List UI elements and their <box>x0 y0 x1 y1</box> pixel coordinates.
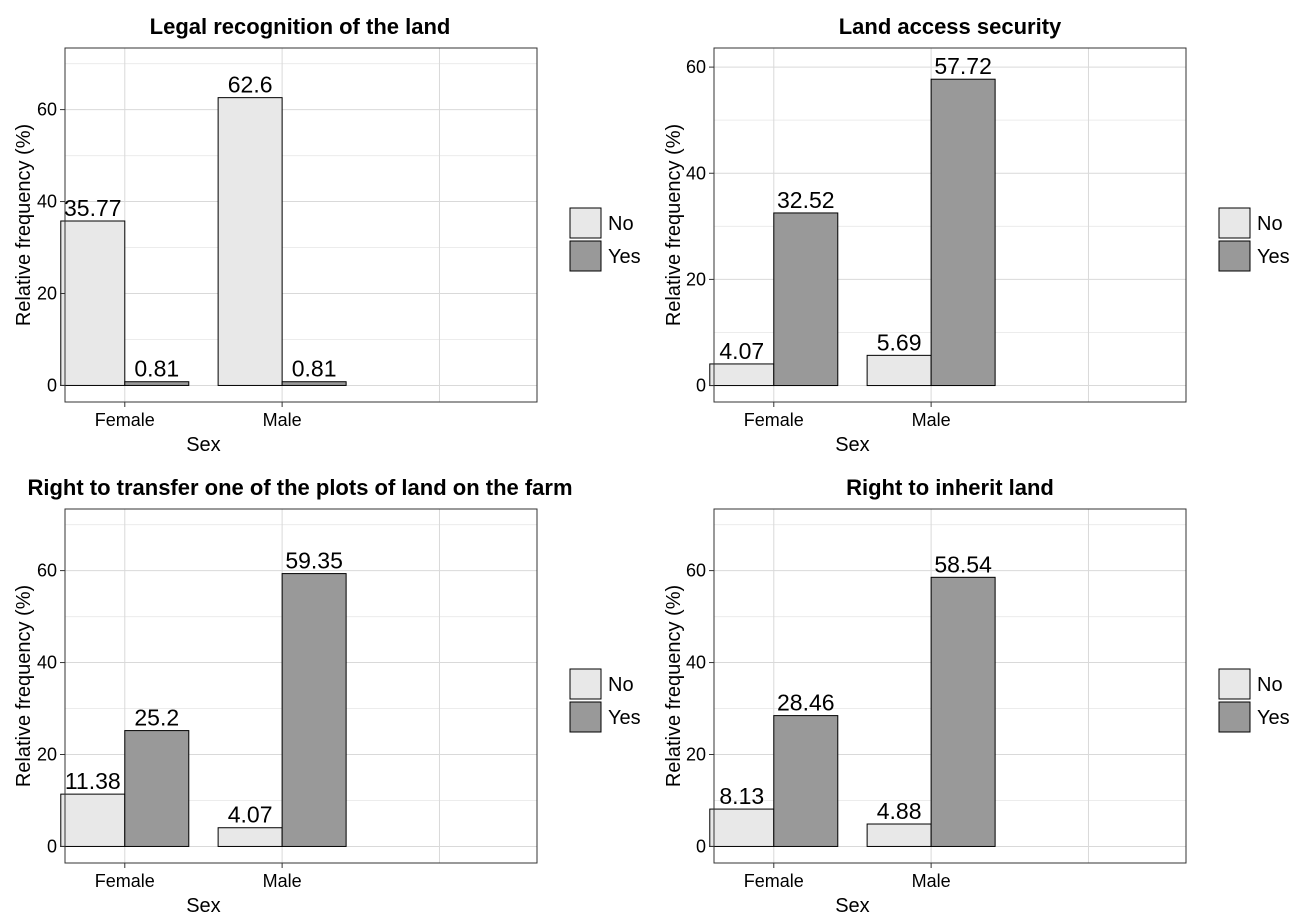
legend-swatch-yes <box>1218 701 1251 733</box>
y-tick-label: 60 <box>686 57 706 77</box>
y-tick-label: 0 <box>47 375 57 395</box>
x-tick-label: Male <box>912 410 951 430</box>
data-label: 4.88 <box>877 798 922 824</box>
data-label: 0.81 <box>292 356 337 382</box>
bar-no-male <box>866 823 932 847</box>
legend-swatch-no <box>1218 207 1251 239</box>
y-tick-label: 40 <box>37 653 57 673</box>
legend-swatch-no <box>569 207 602 239</box>
data-label: 62.6 <box>228 72 273 98</box>
bar-no-male <box>217 827 283 847</box>
legend: No Yes <box>569 668 641 733</box>
y-axis-title: Relative frequency (%) <box>13 124 35 326</box>
legend-label-yes: Yes <box>608 707 641 729</box>
x-axis-title: Sex <box>835 895 869 913</box>
legend-swatch-no <box>1218 668 1251 700</box>
bar-yes-male <box>930 576 996 847</box>
y-axis-title: Relative frequency (%) <box>663 585 685 787</box>
data-label: 28.46 <box>777 690 835 716</box>
data-label: 4.07 <box>228 802 273 828</box>
x-tick-label: Male <box>912 871 951 891</box>
legend-label-no: No <box>1257 674 1283 696</box>
x-tick-label: Male <box>263 871 302 891</box>
legend-label-no: No <box>608 213 634 235</box>
y-tick-label: 60 <box>686 561 706 581</box>
x-axis-title: Sex <box>835 434 869 456</box>
x-tick-label: Male <box>263 410 302 430</box>
data-label: 4.07 <box>719 338 764 364</box>
data-label: 25.2 <box>134 705 179 731</box>
chart-title: Land access security <box>839 14 1062 39</box>
data-label: 59.35 <box>285 548 343 574</box>
x-axis-title: Sex <box>186 434 220 456</box>
bar-yes-female <box>124 381 190 386</box>
bar-yes-male <box>281 573 347 847</box>
y-tick-label: 40 <box>686 163 706 183</box>
x-tick-label: Female <box>95 410 155 430</box>
y-tick-label: 60 <box>37 561 57 581</box>
legend-label-yes: Yes <box>1257 707 1290 729</box>
chart-panel-3: 11.38 25.2 4.07 59.35 0 20 40 60 Female Male Right… <box>13 475 641 913</box>
y-tick-label: 40 <box>686 653 706 673</box>
plot-border <box>64 508 538 864</box>
chart-panel-1: 35.77 0.81 62.6 0.81 0 20 40 60 Female Male Legal … <box>13 14 641 456</box>
data-label: 57.72 <box>934 53 992 79</box>
legend-label-no: No <box>608 674 634 696</box>
legend: No Yes <box>1218 207 1290 272</box>
bar-no-female <box>60 793 126 847</box>
y-tick-label: 0 <box>47 836 57 856</box>
y-tick-label: 60 <box>37 100 57 120</box>
y-tick-label: 20 <box>37 284 57 304</box>
chart-panel-4: 8.13 28.46 4.88 58.54 0 20 40 60 Female Male Right… <box>663 475 1290 913</box>
bar-yes-female <box>124 730 190 847</box>
x-tick-label: Female <box>744 871 804 891</box>
chart-panel-2: 4.07 32.52 5.69 57.72 0 20 40 60 Female Male Land … <box>663 14 1290 456</box>
data-label: 0.81 <box>134 356 179 382</box>
bar-no-male <box>217 97 283 386</box>
data-label: 32.52 <box>777 187 835 213</box>
legend-swatch-yes <box>569 701 602 733</box>
bar-yes-female <box>773 212 839 387</box>
chart-title: Legal recognition of the land <box>150 14 451 39</box>
bar-yes-male <box>281 381 347 386</box>
legend: No Yes <box>569 207 641 272</box>
y-axis-title: Relative frequency (%) <box>663 124 685 326</box>
bar-yes-female <box>773 715 839 847</box>
y-tick-label: 20 <box>686 269 706 289</box>
legend-swatch-yes <box>569 240 602 272</box>
y-tick-label: 40 <box>37 192 57 212</box>
y-tick-label: 0 <box>696 836 706 856</box>
y-axis-title: Relative frequency (%) <box>13 585 35 787</box>
chart-title: Right to inherit land <box>846 475 1054 500</box>
plot-border <box>713 47 1187 403</box>
y-tick-label: 0 <box>696 376 706 396</box>
plot-border <box>64 47 538 403</box>
plot-border <box>713 508 1187 864</box>
legend-label-yes: Yes <box>1257 246 1290 268</box>
legend-swatch-no <box>569 668 602 700</box>
data-label: 11.38 <box>65 768 121 794</box>
data-label: 58.54 <box>934 551 992 577</box>
legend-swatch-yes <box>1218 240 1251 272</box>
bar-no-female <box>709 808 775 847</box>
legend: No Yes <box>1218 668 1290 733</box>
legend-label-no: No <box>1257 213 1283 235</box>
data-label: 35.77 <box>64 195 122 221</box>
bar-no-female <box>60 220 126 386</box>
legend-label-yes: Yes <box>608 246 641 268</box>
bar-no-male <box>866 354 932 387</box>
data-label: 5.69 <box>877 329 922 355</box>
bar-yes-male <box>930 78 996 387</box>
bar-no-female <box>709 363 775 387</box>
x-tick-label: Female <box>95 871 155 891</box>
y-tick-label: 20 <box>686 745 706 765</box>
chart-title: Right to transfer one of the plots of la… <box>27 475 572 500</box>
x-axis-title: Sex <box>186 895 220 913</box>
x-tick-label: Female <box>744 410 804 430</box>
y-tick-label: 20 <box>37 745 57 765</box>
data-label: 8.13 <box>719 783 764 809</box>
